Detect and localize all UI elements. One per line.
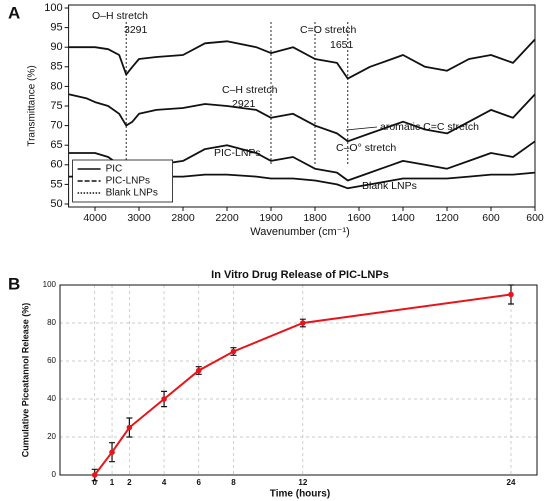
x-tick-label: 1 xyxy=(110,478,115,487)
x-tick-label: 6 xyxy=(197,478,202,487)
x-tick-label: 1400 xyxy=(391,212,415,224)
data-point xyxy=(91,472,98,478)
chart-title: In Vitro Drug Release of PIC-LNPs xyxy=(211,269,389,281)
spectrum-line xyxy=(68,93,536,143)
x-tick-label: 0 xyxy=(92,478,97,487)
y-tick-label: 90 xyxy=(50,41,62,53)
annotation: C=O stretch xyxy=(300,24,356,36)
leader-line xyxy=(345,126,378,131)
y-tick-label: 20 xyxy=(47,432,56,441)
release-line xyxy=(93,293,512,476)
annotation: C–H stretch xyxy=(222,84,278,96)
legend-label: PIC xyxy=(106,164,123,175)
x-tick-label: 3000 xyxy=(127,212,151,224)
data-point xyxy=(126,424,133,431)
x-tick-label: 24 xyxy=(507,478,516,487)
y-tick-label: 75 xyxy=(50,100,62,112)
annotation: aromatic C=C stretch xyxy=(380,121,479,133)
x-axis-label: Time (hours) xyxy=(270,489,330,500)
x-tick-label: 4000 xyxy=(83,212,107,224)
y-tick-label: 80 xyxy=(47,318,56,327)
plot-frame xyxy=(59,284,538,476)
annotation: PIC-LNPs xyxy=(214,147,261,159)
y-tick-label: 80 xyxy=(50,80,62,92)
data-point xyxy=(161,396,167,402)
x-tick-label: 1800 xyxy=(303,212,327,224)
legend-label: PIC-LNPs xyxy=(106,176,150,187)
y-tick-label: 0 xyxy=(52,470,57,479)
y-tick-label: 65 xyxy=(50,139,62,151)
data-point xyxy=(230,348,237,355)
y-tick-label: 70 xyxy=(50,120,62,132)
x-tick-label: 2200 xyxy=(215,212,239,224)
x-tick-label: 1200 xyxy=(435,212,459,224)
legend-label: Blank LNPs xyxy=(106,188,158,199)
data-point xyxy=(195,367,202,374)
x-tick-label: 1900 xyxy=(259,212,283,224)
y-tick-label: 100 xyxy=(43,280,57,289)
x-axis-label: Wavenumber (cm⁻¹) xyxy=(250,226,350,238)
data-point xyxy=(109,449,115,456)
annotation: 3291 xyxy=(124,24,148,36)
x-tick-label: 2800 xyxy=(171,212,195,224)
spectrum-line xyxy=(68,38,536,80)
x-tick-label: 8 xyxy=(231,478,236,487)
y-tick-label: 95 xyxy=(50,22,62,34)
y-tick-label: 40 xyxy=(47,394,56,403)
data-point xyxy=(300,320,306,326)
y-axis-label: Cumulative Piceatannol Release (%) xyxy=(20,303,30,458)
y-tick-label: 55 xyxy=(50,178,62,190)
x-tick-label: 1600 xyxy=(347,212,371,224)
data-point xyxy=(508,291,514,298)
y-tick-label: 50 xyxy=(50,198,62,210)
panel-label: A xyxy=(8,3,20,22)
y-tick-label: 100 xyxy=(44,2,62,14)
annotation: C–O° stretch xyxy=(336,142,396,154)
y-tick-label: 85 xyxy=(50,61,62,73)
annotation: 2921 xyxy=(232,98,256,110)
x-tick-label: 600 xyxy=(526,212,544,224)
x-tick-label: 600 xyxy=(482,212,500,224)
annotation: 1651 xyxy=(330,39,354,51)
y-tick-label: 60 xyxy=(50,159,62,171)
x-tick-label: 2 xyxy=(127,478,132,487)
y-axis-label: Transmittance (%) xyxy=(27,65,38,146)
annotation: Blank LNPs xyxy=(362,180,417,192)
y-tick-label: 60 xyxy=(47,356,56,365)
annotation: O–H stretch xyxy=(92,10,148,22)
x-tick-label: 12 xyxy=(298,478,307,487)
panel-label: B xyxy=(8,274,20,293)
x-tick-label: 4 xyxy=(162,478,167,487)
